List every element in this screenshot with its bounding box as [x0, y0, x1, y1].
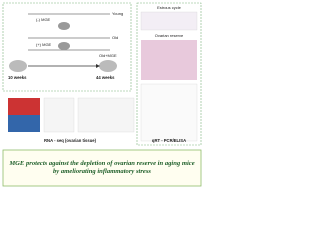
group-label: Young [112, 11, 123, 16]
mouse-icon [58, 22, 70, 30]
mouse-icon [9, 60, 27, 72]
mouse-icon [99, 60, 117, 72]
arrow-head [96, 64, 100, 68]
heatmap [8, 115, 40, 132]
conclusion-box [2, 149, 202, 187]
group-label: Old [112, 35, 118, 40]
panel-label: RNA - seq (ovarian tissue) [44, 138, 97, 143]
time-start: 10 weeks [8, 75, 27, 80]
histology [141, 40, 197, 80]
mouse-icon [58, 42, 70, 50]
panel-label: Estrous cycle [157, 5, 182, 10]
panel-label: Ovarian reserve [155, 33, 184, 38]
treatment-label: (-) MGE [36, 17, 51, 22]
page: Young Old Old+MGE (-) MGE (+) MGE 10 wee… [2, 2, 202, 187]
enrichment-plot [77, 97, 135, 133]
graphical-abstract: Young Old Old+MGE (-) MGE (+) MGE 10 wee… [2, 2, 202, 187]
time-end: 44 weeks [96, 75, 115, 80]
group-label: Old+MGE [99, 53, 117, 58]
bar-plots [140, 83, 198, 142]
treatment-label: (+) MGE [36, 42, 52, 47]
volcano-plot [43, 97, 75, 133]
panel-label: qRT - PCR/ELISA [152, 138, 186, 143]
conclusion-holder: MGE protects against the depletion of ov… [9, 159, 195, 175]
estrous-plot [140, 11, 198, 31]
conclusion: MGE protects against the depletion of ov… [9, 159, 195, 175]
